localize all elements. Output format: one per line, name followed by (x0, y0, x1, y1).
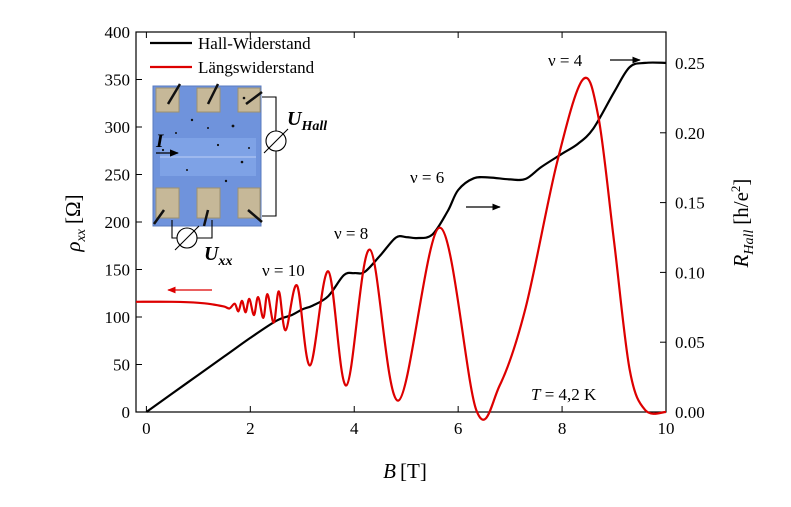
inset-sample-photo: I UHall Uxx (152, 83, 327, 269)
y-left-tick-label: 150 (105, 261, 131, 280)
y-left-tick-label: 100 (105, 308, 131, 327)
x-tick-label: 6 (454, 419, 463, 438)
y-left-tick-label: 300 (105, 118, 131, 137)
series-line-hall-widerstand (145, 61, 667, 413)
x-tick-label: 0 (142, 419, 151, 438)
inset-contact-pad (237, 187, 261, 219)
y-right-tick-label: 0.25 (675, 54, 705, 73)
y-right-axis-ticks: 0.00 0.05 0.10 0.15 0.20 0.25 (660, 54, 705, 422)
x-tick-label: 8 (558, 419, 567, 438)
inset-bond-wires (152, 83, 263, 227)
y-right-axis-title: RHall[h/e2] (728, 179, 757, 269)
legend-label-hall: Hall-Widerstand (198, 34, 311, 53)
inset-uxx-circuit (171, 220, 213, 251)
y-left-tick-label: 200 (105, 213, 131, 232)
x-axis-ticks: 0 2 4 6 8 10 (142, 32, 675, 438)
annotation-nu-4: ν = 4 (548, 51, 583, 70)
x-axis-title: B [T] (383, 459, 427, 483)
x-tick-label: 2 (246, 419, 255, 438)
inset-contact-pad (155, 187, 180, 219)
y-left-axis-title: ρxx[Ω] (61, 194, 89, 252)
x-tick-label: 10 (658, 419, 675, 438)
y-left-tick-label: 50 (113, 356, 130, 375)
inset-dust-specks (161, 96, 250, 183)
legend-label-laengs: Längswiderstand (198, 58, 315, 77)
legend: Hall-Widerstand Längswiderstand (150, 34, 315, 77)
y-left-tick-label: 400 (105, 23, 131, 42)
y-left-axis-ticks: 0 50 100 150 200 250 300 350 400 (105, 23, 142, 422)
annotation-nu-6: ν = 6 (410, 168, 444, 187)
series-line-laengswiderstand (135, 76, 667, 421)
inset-u-xx-label: Uxx (204, 243, 232, 269)
annotation-nu-8: ν = 8 (334, 224, 368, 243)
inset-u-hall-label: UHall (287, 108, 327, 134)
inset-hall-circuit (262, 96, 289, 217)
annotation-nu-10: ν = 10 (262, 261, 305, 280)
inset-contact-pad (196, 87, 221, 113)
y-right-tick-label: 0.20 (675, 124, 705, 143)
y-right-tick-label: 0.15 (675, 194, 705, 213)
inset-contact-pad (196, 187, 221, 219)
y-left-tick-label: 250 (105, 166, 131, 185)
x-tick-label: 4 (350, 419, 359, 438)
inset-contact-pad (237, 87, 261, 113)
inset-current-label: I (155, 131, 164, 152)
y-right-tick-label: 0.05 (675, 333, 705, 352)
y-left-tick-label: 350 (105, 71, 131, 90)
y-left-tick-label: 0 (122, 403, 131, 422)
y-right-tick-label: 0.10 (675, 263, 705, 282)
annotation-temperature: T = 4,2 K (531, 385, 597, 404)
y-right-tick-label: 0.00 (675, 403, 705, 422)
